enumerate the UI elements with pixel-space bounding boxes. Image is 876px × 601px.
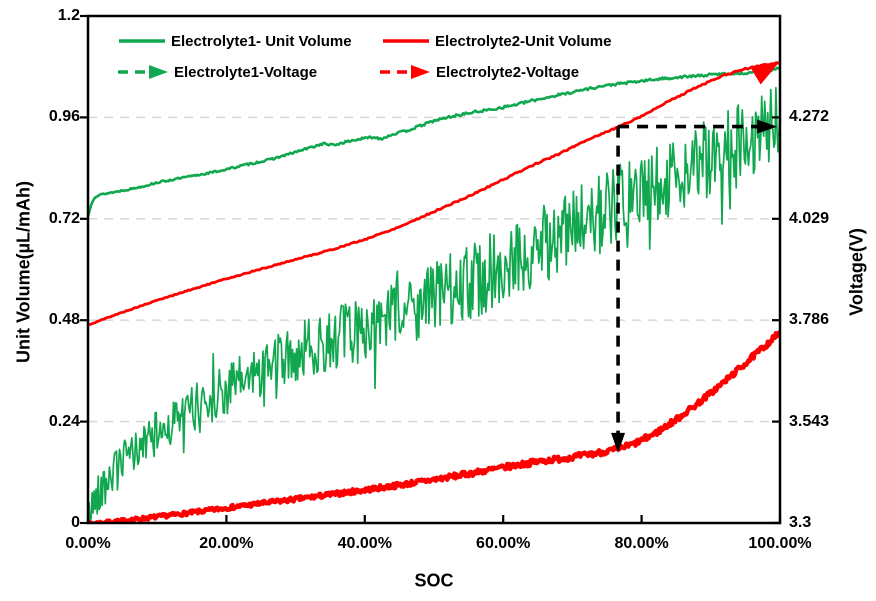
- legend-label: Electrolyte1-Voltage: [174, 63, 318, 81]
- x-axis-tick-label: 40.00%: [337, 535, 392, 552]
- x-axis-tick-label: 80.00%: [614, 535, 669, 552]
- x-axis-title: SOC: [414, 570, 454, 591]
- x-axis-tick-label: 60.00%: [476, 535, 531, 552]
- y-axis-left-tick-label: 0.96: [48, 108, 80, 126]
- legend-item-electrolyte1-voltage: Electrolyte1-Voltage: [117, 61, 317, 83]
- y-axis-right-tick-label: 3.3: [789, 514, 812, 531]
- legend-item-electrolyte2-voltage: Electrolyte2-Voltage: [379, 61, 579, 83]
- y-axis-left-tick-label: 0.72: [48, 209, 80, 227]
- legend-marker-solid-line-red: [383, 39, 429, 43]
- x-axis-tick-label: 100.00%: [748, 535, 812, 552]
- legend-label: Electrolyte1- Unit Volume: [171, 32, 352, 50]
- legend-item-electrolyte1-unit-volume: Electrolyte1- Unit Volume: [118, 30, 352, 52]
- y-axis-left-tick-label: 0: [71, 514, 80, 531]
- legend-marker-dashed-arrow-red: [380, 65, 430, 79]
- y-axis-right-title: Voltage(V): [846, 228, 867, 316]
- y-axis-left-title: Unit Volume(µL/mAh): [13, 180, 34, 364]
- x-axis-tick-label: 0.00%: [65, 535, 111, 552]
- y-axis-right-tick-label: 3.786: [789, 311, 830, 329]
- y-axis-right-tick-label: 4.272: [789, 108, 830, 126]
- legend-label: Electrolyte2-Voltage: [436, 63, 580, 81]
- legend-marker-dashed-arrow-green: [118, 65, 168, 79]
- y-axis-left-tick-label: 0.24: [48, 412, 80, 430]
- y-axis-left-tick-label: 1.2: [57, 7, 80, 24]
- legend-item-electrolyte2-unit-volume: Electrolyte2-Unit Volume: [382, 30, 611, 52]
- x-axis-tick-label: 20.00%: [199, 535, 254, 552]
- y-axis-right-tick-label: 4.029: [789, 209, 830, 227]
- y-axis-left-tick-label: 0.48: [48, 311, 80, 329]
- legend-label: Electrolyte2-Unit Volume: [435, 32, 612, 50]
- legend-marker-solid-line-green: [119, 39, 165, 43]
- y-axis-right-tick-label: 3.543: [789, 412, 830, 430]
